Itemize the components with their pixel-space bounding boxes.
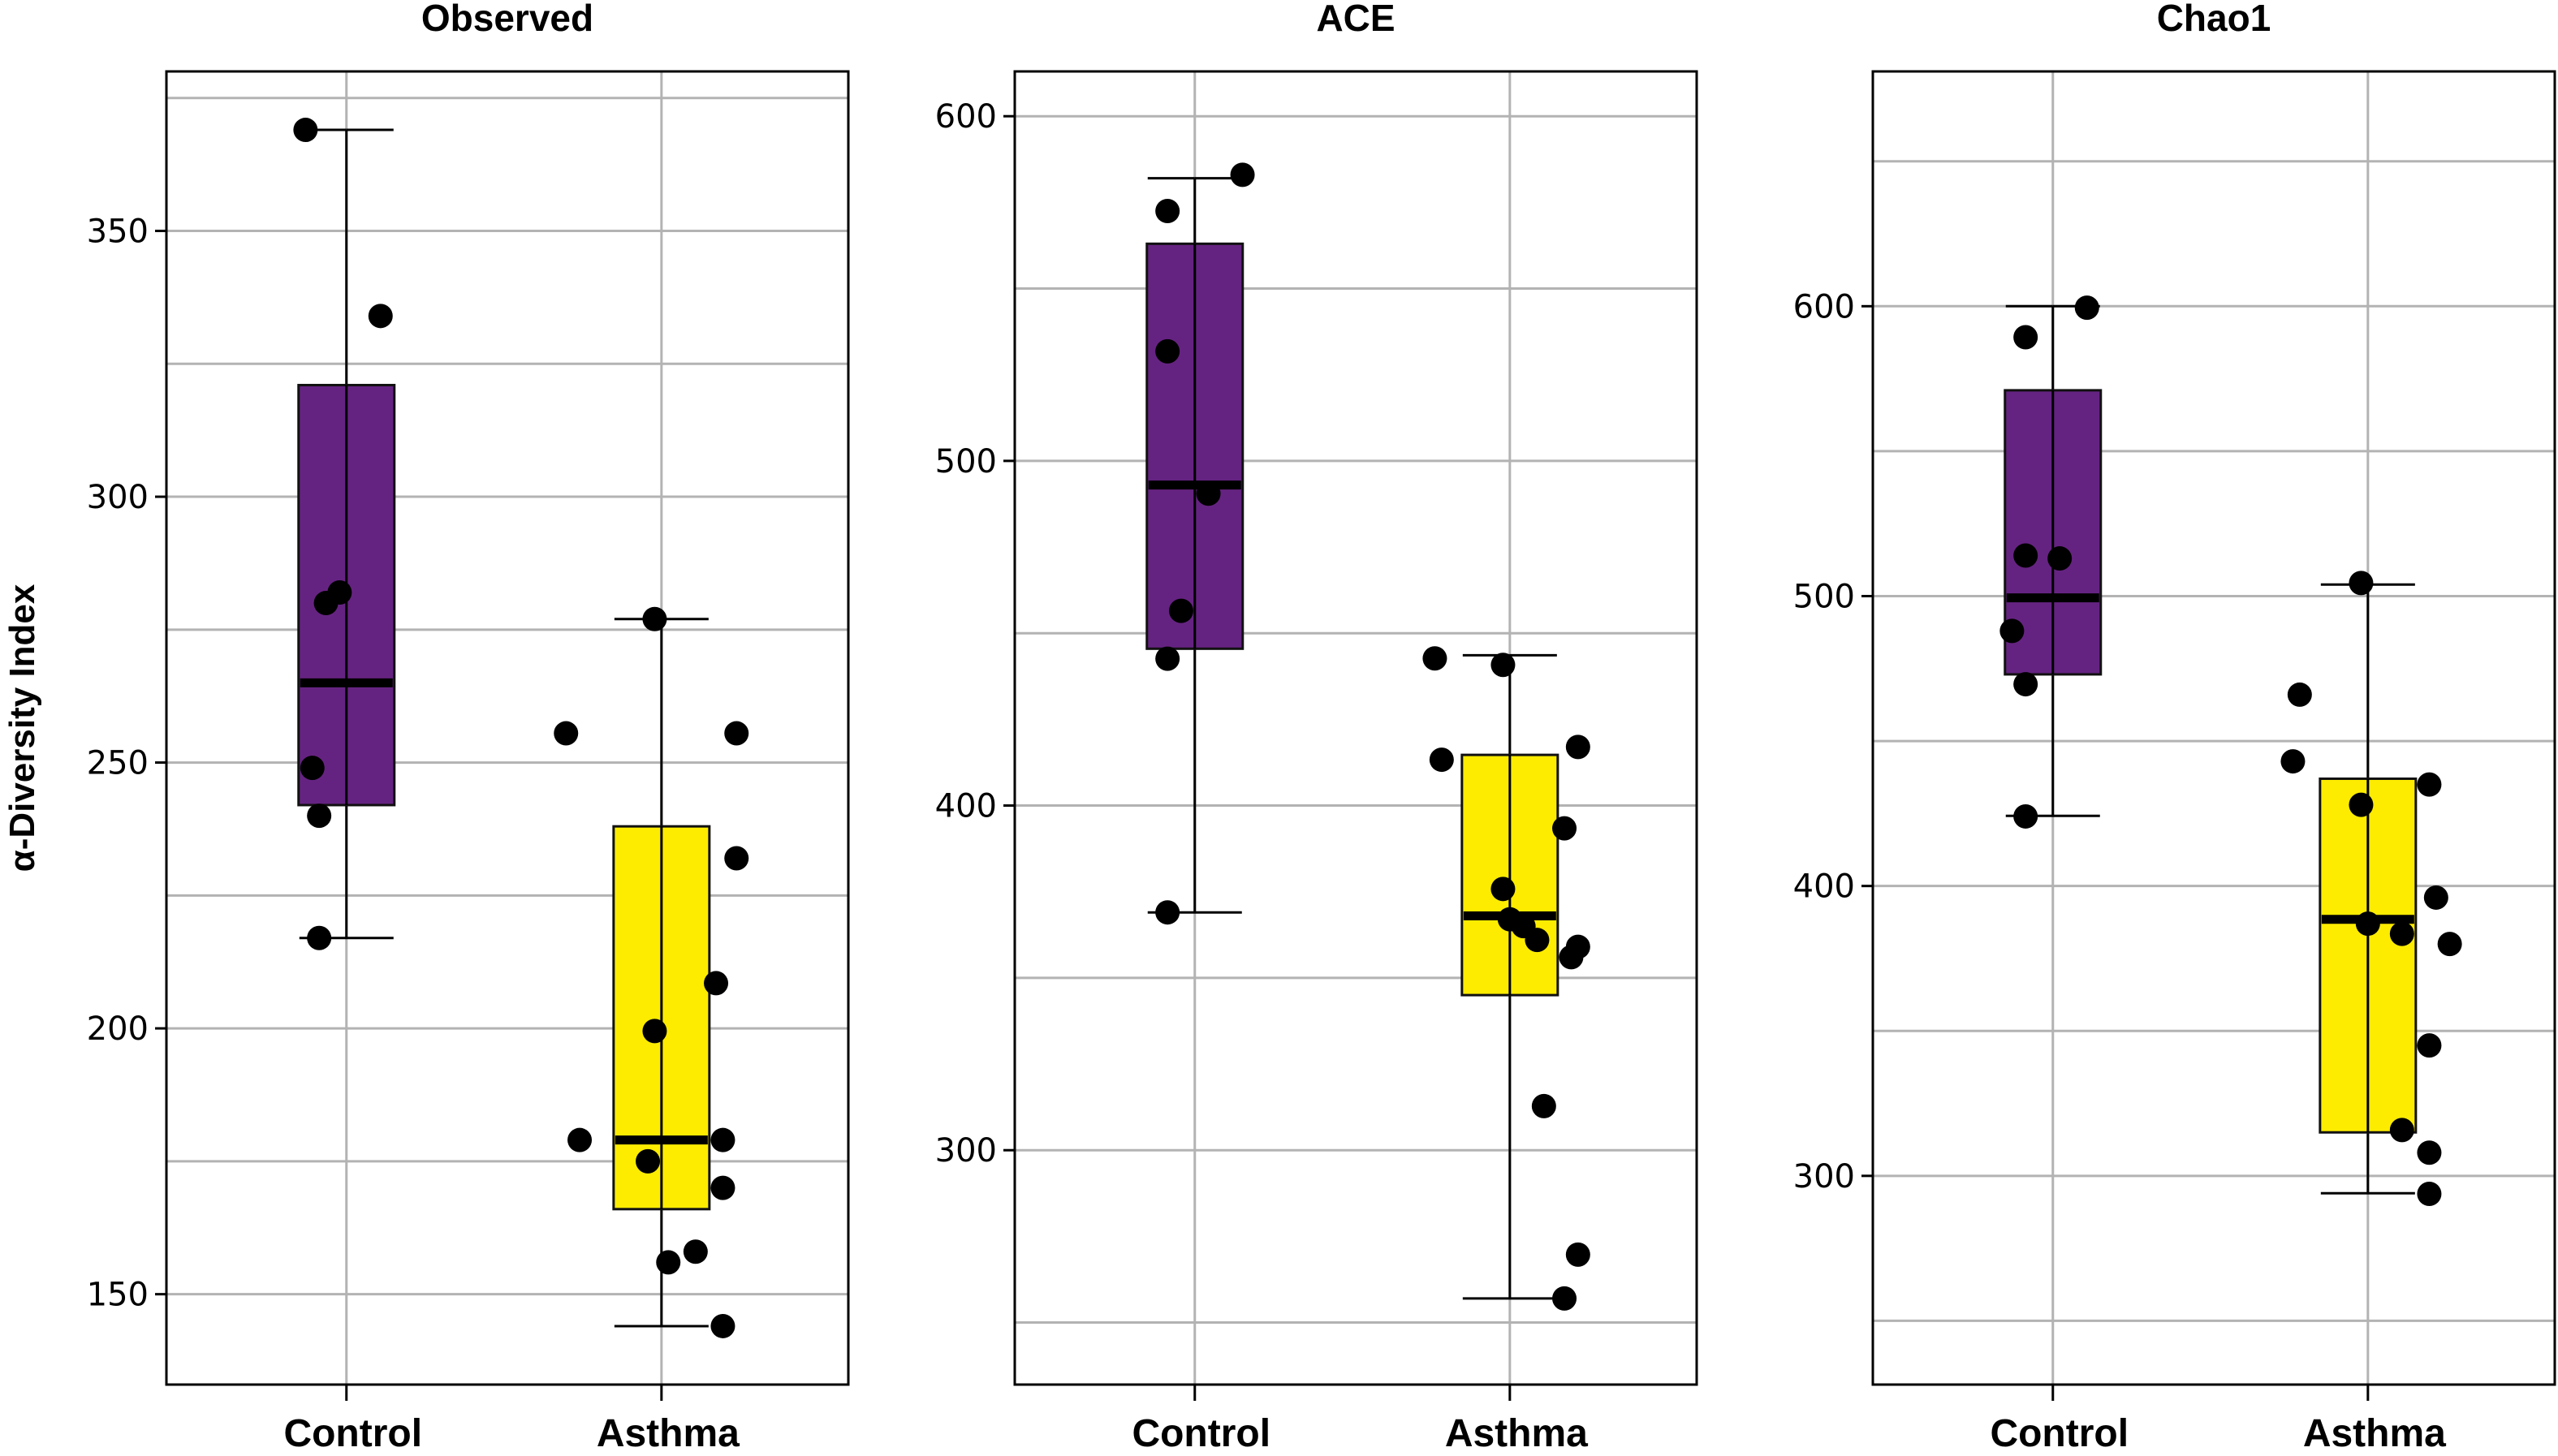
- group-control: [293, 118, 396, 950]
- data-point: [1155, 198, 1180, 223]
- y-tick-label: 200: [87, 1010, 149, 1048]
- y-axis-title: α-Diversity Index: [2, 584, 42, 872]
- group-control: [1999, 295, 2103, 829]
- data-point: [2417, 1033, 2442, 1058]
- x-tick-label: Control: [283, 1412, 422, 1455]
- group-asthma: [2280, 571, 2462, 1206]
- data-point: [2355, 911, 2380, 937]
- panel-title: ACE: [1316, 0, 1395, 39]
- data-point: [724, 846, 749, 871]
- data-point: [642, 1019, 667, 1044]
- data-point: [368, 304, 393, 329]
- panel-border: [1013, 70, 1698, 1386]
- data-point: [1196, 481, 1221, 506]
- data-point: [2349, 571, 2374, 596]
- data-point: [1422, 646, 1447, 671]
- group-control: [1145, 162, 1255, 925]
- data-point: [2417, 772, 2442, 797]
- data-point: [2287, 682, 2312, 707]
- y-tick-label: 400: [935, 788, 997, 825]
- y-tick-label: 150: [87, 1277, 149, 1314]
- data-point: [300, 756, 325, 781]
- data-point: [313, 591, 339, 616]
- panel-title: Observed: [421, 0, 593, 39]
- panel-chao1: Chao1 300 400 500 600 Control Asthma: [1793, 0, 2556, 1455]
- data-point: [1552, 1286, 1577, 1311]
- y-tick-label: 400: [1793, 868, 1855, 906]
- data-point: [1155, 338, 1180, 364]
- data-point: [2013, 672, 2038, 697]
- data-point: [1559, 945, 1584, 970]
- data-point: [710, 1127, 735, 1152]
- data-point: [2417, 1181, 2442, 1206]
- data-point: [2013, 325, 2038, 350]
- data-point: [1168, 598, 1193, 623]
- data-point: [1531, 1093, 1556, 1118]
- data-point: [307, 925, 332, 950]
- data-point: [1155, 646, 1180, 671]
- data-point: [710, 1175, 735, 1200]
- x-tick-label: Asthma: [2303, 1412, 2446, 1455]
- data-point: [1552, 816, 1577, 841]
- panel-ace: ACE 300 400 500 600 Control Asthma: [935, 0, 1698, 1455]
- data-point: [2437, 932, 2462, 957]
- data-point: [2389, 921, 2414, 946]
- data-point: [710, 1313, 735, 1338]
- x-tick-label: Asthma: [597, 1412, 740, 1455]
- data-point: [642, 606, 667, 631]
- data-point: [2389, 1118, 2414, 1143]
- data-point: [1155, 900, 1180, 925]
- data-point: [2074, 295, 2099, 321]
- data-point: [2349, 792, 2374, 817]
- data-point: [307, 803, 332, 829]
- y-tick-label: 600: [1793, 288, 1855, 325]
- plot-background: [1015, 71, 1697, 1385]
- data-point: [704, 971, 729, 996]
- data-point: [2013, 543, 2038, 568]
- y-tick-label: 300: [87, 479, 149, 516]
- data-point: [1999, 618, 2025, 644]
- panel-border: [1871, 70, 2556, 1386]
- group-asthma: [554, 606, 749, 1338]
- data-point: [2423, 885, 2448, 910]
- data-point: [1565, 734, 1590, 760]
- panel-border: [165, 70, 850, 1386]
- data-point: [2417, 1140, 2442, 1165]
- y-tick-label: 600: [935, 98, 997, 136]
- data-point: [1230, 162, 1255, 187]
- data-point: [554, 721, 579, 746]
- data-point: [724, 721, 749, 746]
- data-point: [2013, 803, 2038, 829]
- data-point: [293, 118, 318, 143]
- data-point: [656, 1250, 681, 1275]
- data-point: [2280, 749, 2306, 774]
- y-tick-label: 500: [935, 443, 997, 480]
- data-point: [683, 1239, 708, 1264]
- y-tick-label: 250: [87, 745, 149, 782]
- data-point: [1525, 928, 1550, 953]
- y-tick-label: 500: [1793, 578, 1855, 615]
- data-point: [1490, 877, 1516, 902]
- data-point: [1490, 653, 1516, 678]
- y-tick-label: 300: [935, 1132, 997, 1170]
- data-point: [567, 1127, 593, 1152]
- data-point: [1565, 1242, 1590, 1267]
- group-asthma: [1422, 646, 1590, 1311]
- data-point: [636, 1148, 661, 1174]
- x-tick-label: Control: [1132, 1412, 1270, 1455]
- panel-title: Chao1: [2157, 0, 2271, 39]
- x-tick-label: Control: [1990, 1412, 2129, 1455]
- data-point: [2047, 546, 2073, 571]
- plot-background: [1873, 71, 2555, 1385]
- data-point: [1429, 747, 1454, 773]
- y-tick-label: 300: [1793, 1158, 1855, 1195]
- panel-observed: Observed 150 200 250 300 350 Control Asthma: [87, 0, 850, 1455]
- x-tick-label: Asthma: [1445, 1412, 1588, 1455]
- y-tick-label: 350: [87, 213, 149, 251]
